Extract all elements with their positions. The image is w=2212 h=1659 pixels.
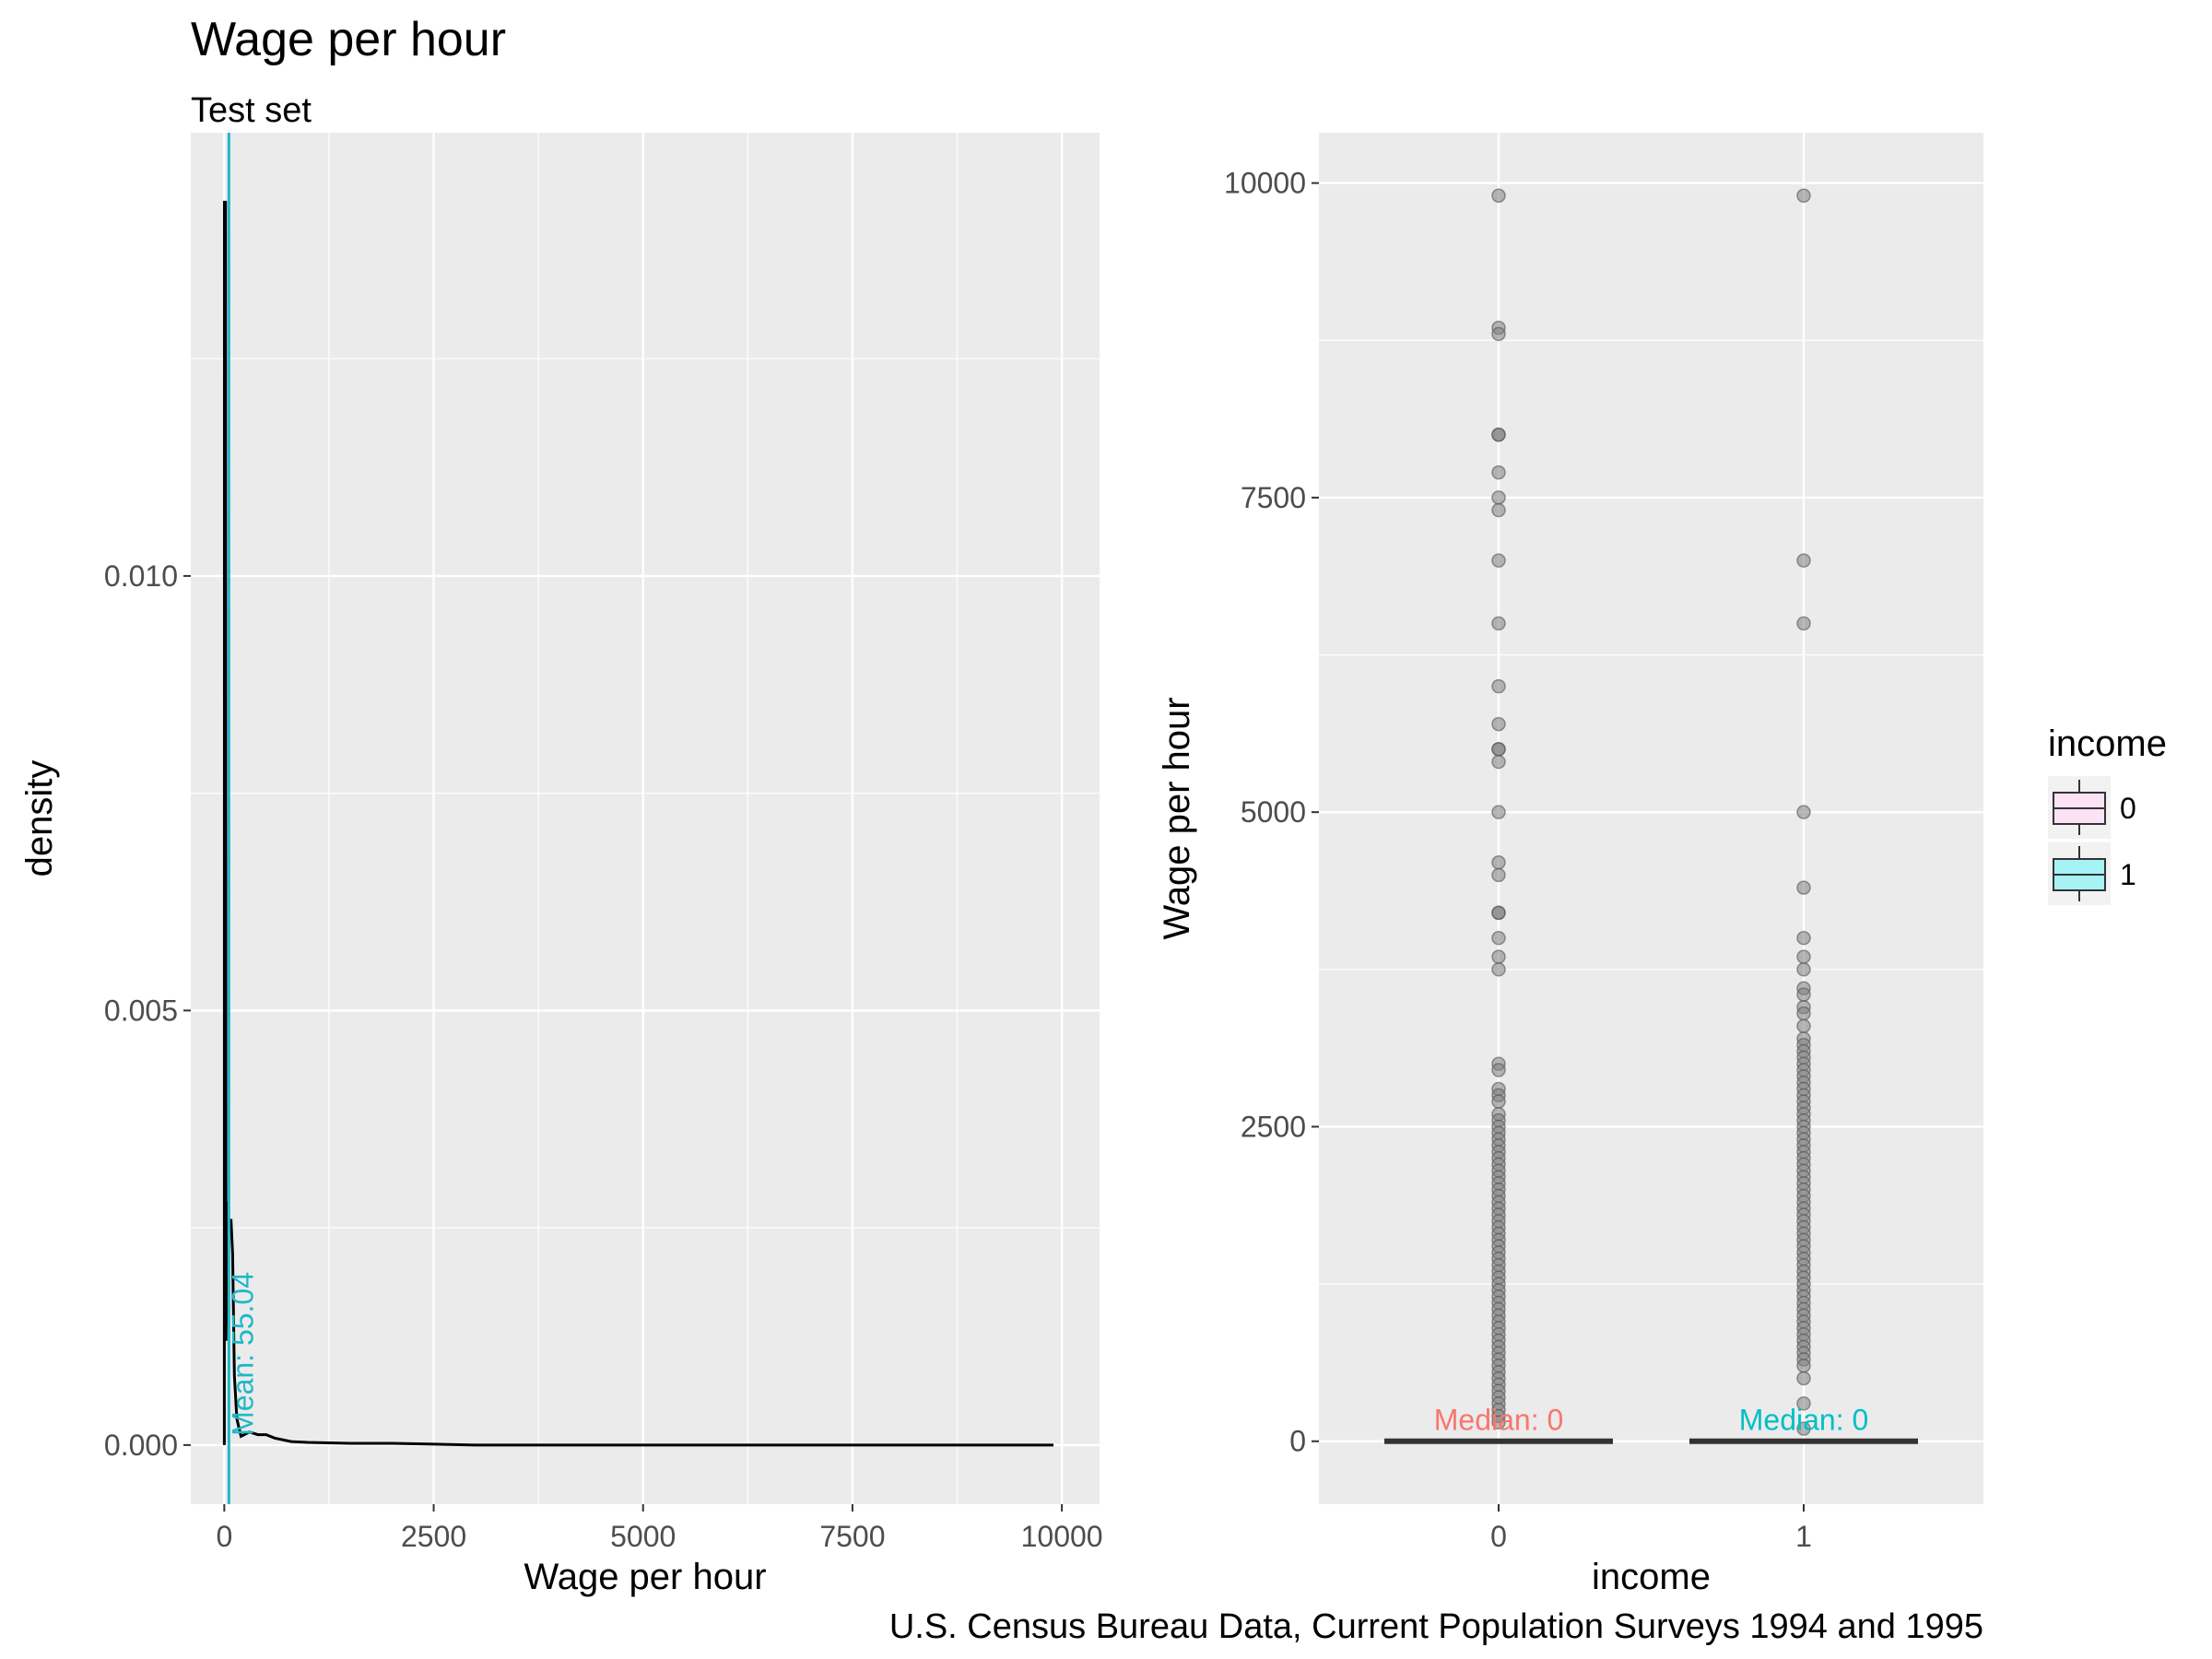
plot-title: Wage per hour: [191, 13, 506, 66]
density-panel: Mean: 55.04 0 2500 5000 7500 10000 0.000 0.005…: [19, 133, 1103, 1597]
outlier-point: [1491, 678, 1506, 694]
outlier-point: [1491, 1063, 1506, 1077]
caption: U.S. Census Bureau Data, Current Populat…: [889, 1607, 1983, 1646]
outlier-point: [1491, 754, 1506, 770]
boxplot-y-tick-label: 7500: [1241, 481, 1306, 514]
density-grid-minor: [191, 133, 1100, 1504]
plot-subtitle: Test set: [191, 91, 312, 130]
boxplot-axes: 0 2500 5000 7500 10000 0 1 income Wage per hour: [1157, 167, 1812, 1597]
density-panel-background: [191, 133, 1100, 1504]
outlier-point: [1491, 716, 1506, 732]
outlier-point: [1491, 616, 1506, 631]
outlier-point: [1491, 502, 1506, 518]
outlier-point: [1491, 962, 1506, 977]
outlier-point: [1796, 1371, 1811, 1386]
boxplot-panel-background: [1319, 133, 1983, 1504]
boxplot-x-axis-title: income: [1592, 1557, 1711, 1597]
outlier-point: [1491, 188, 1506, 204]
density-x-tick-label: 7500: [819, 1520, 885, 1553]
density-marks: Mean: 55.04: [222, 133, 1053, 1504]
outlier-point: [1796, 1359, 1811, 1373]
outlier-point: [1491, 553, 1506, 568]
outlier-point: [1491, 855, 1506, 870]
outlier-point: [1796, 1006, 1811, 1021]
legend-entry-1: 1: [2048, 842, 2136, 905]
outlier-point: [1491, 1094, 1506, 1109]
boxplot-y-tick-label: 5000: [1241, 795, 1306, 829]
outlier-point: [1796, 805, 1811, 819]
boxplot-y-tick-label: 0: [1289, 1425, 1306, 1458]
outlier-point: [1796, 188, 1811, 204]
outlier-point: [1796, 949, 1811, 964]
mean-label: Mean: 55.04: [226, 1272, 259, 1436]
legend-label-0: 0: [2120, 792, 2136, 825]
boxplot-marks: Median: 0 Median: 0: [1384, 188, 1918, 1444]
boxplot-grid-minor: [1319, 339, 1983, 1285]
outlier-point: [1491, 1415, 1506, 1430]
outlier-point: [1491, 805, 1506, 819]
outlier-point: [1491, 427, 1506, 442]
outlier-point: [1796, 962, 1811, 977]
density-x-tick-label: 2500: [401, 1520, 466, 1553]
boxplot-x-tick-label: 1: [1795, 1520, 1812, 1553]
density-x-tick-label: 10000: [1021, 1520, 1103, 1553]
boxplot-y-tick-label: 2500: [1241, 1110, 1306, 1143]
density-x-tick-label: 5000: [610, 1520, 676, 1553]
outlier-point: [1796, 1421, 1811, 1436]
outlier-point: [1491, 326, 1506, 342]
boxplot-x-tick-label: 0: [1490, 1520, 1507, 1553]
density-y-tick-label: 0.010: [104, 559, 178, 593]
outlier-point: [1491, 742, 1506, 757]
outlier-point: [1491, 949, 1506, 964]
density-curve: [222, 200, 1053, 1447]
density-axes: 0 2500 5000 7500 10000 0.000 0.005 0.010 Wage pe…: [19, 559, 1103, 1597]
outlier-point: [1796, 553, 1811, 568]
outlier-point: [1796, 616, 1811, 631]
legend-title: income: [2048, 724, 2167, 764]
outlier-point: [1796, 987, 1811, 1002]
boxplot-panel: Median: 0 Median: 0 0 2500 5000 7500 10000 0 1 i…: [1157, 133, 1983, 1597]
median-label-0: Median: 0: [1434, 1404, 1564, 1437]
outlier-point: [1491, 465, 1506, 480]
density-y-tick-label: 0.000: [104, 1429, 178, 1462]
legend-label-1: 1: [2120, 858, 2136, 891]
density-y-tick-label: 0.005: [104, 994, 178, 1027]
outlier-point: [1796, 1018, 1811, 1033]
legend: income 0 1: [2048, 724, 2167, 905]
legend-entry-0: 0: [2048, 776, 2136, 839]
outlier-point: [1491, 930, 1506, 946]
outlier-point: [1491, 905, 1506, 921]
outlier-point: [1796, 1396, 1811, 1411]
density-x-tick-label: 0: [216, 1520, 232, 1553]
outlier-point: [1491, 867, 1506, 883]
boxplot-y-tick-label: 10000: [1224, 167, 1306, 200]
density-y-axis-title: density: [19, 760, 60, 877]
outlier-point: [1491, 490, 1506, 505]
outlier-point: [1796, 930, 1811, 946]
boxplot-y-axis-title: Wage per hour: [1157, 697, 1197, 939]
median-label-1: Median: 0: [1739, 1404, 1869, 1437]
outlier-point: [1796, 880, 1811, 895]
density-x-axis-title: Wage per hour: [524, 1557, 766, 1597]
